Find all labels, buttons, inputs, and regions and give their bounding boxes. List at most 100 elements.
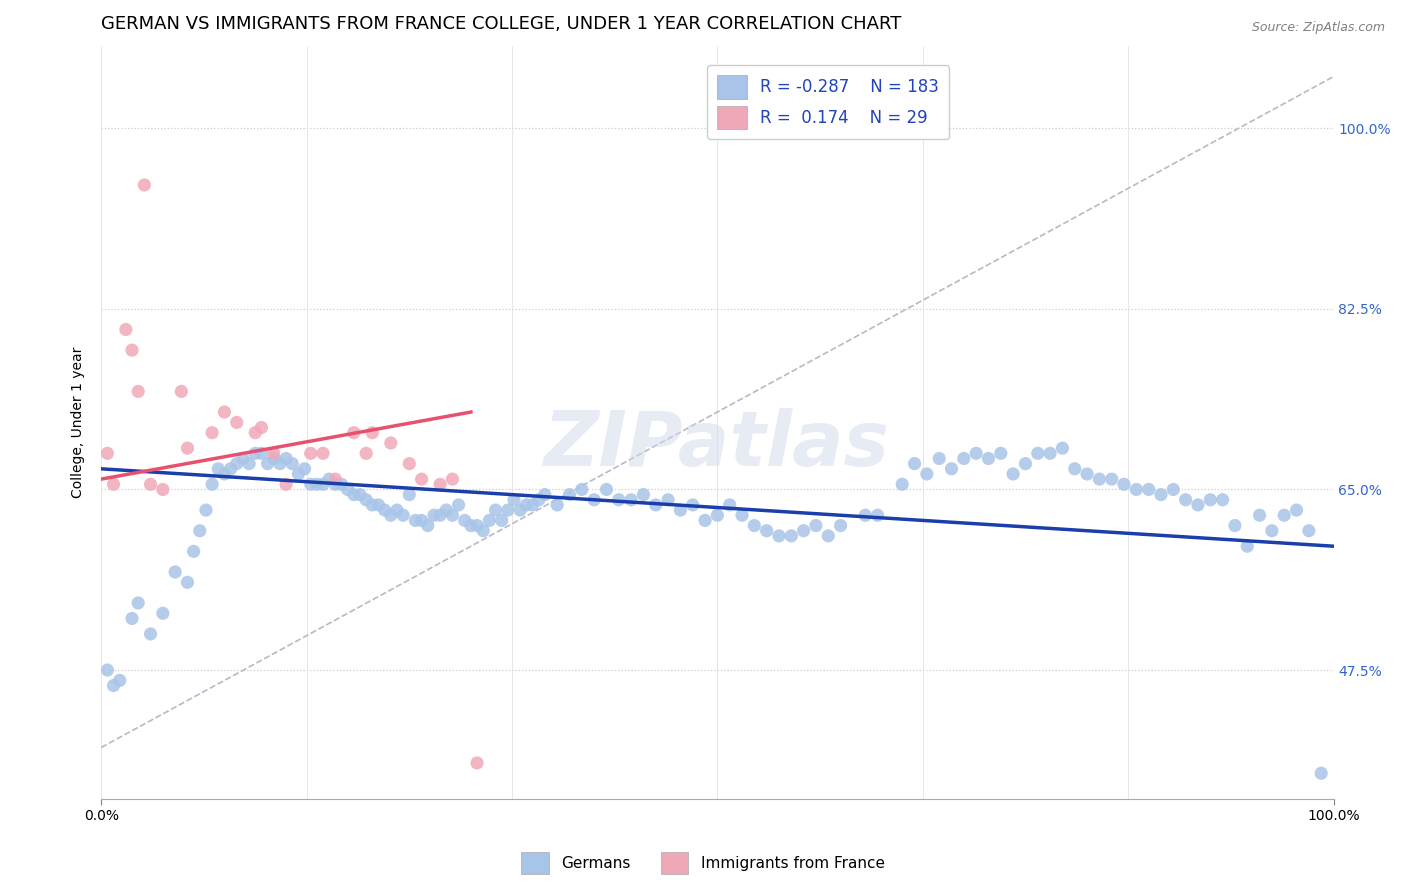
Point [108, 673, 131, 688]
Legend: Germans, Immigrants from France: Germans, Immigrants from France [515, 846, 891, 880]
Point [367, 498, 389, 512]
Point [558, 487, 581, 501]
Point [1076, 467, 1098, 481]
Point [1236, 539, 1258, 553]
Point [274, 477, 297, 491]
Point [183, 544, 205, 558]
Point [398, 487, 420, 501]
Point [793, 524, 815, 538]
Text: ZIPatlas: ZIPatlas [544, 408, 890, 482]
Point [669, 503, 692, 517]
Point [294, 462, 316, 476]
Point [693, 513, 716, 527]
Point [318, 472, 340, 486]
Point [423, 508, 446, 523]
Point [744, 518, 766, 533]
Point [176, 575, 198, 590]
Point [96, 663, 118, 677]
Point [380, 508, 402, 523]
Legend: R = -0.287    N = 183, R =  0.174    N = 29: R = -0.287 N = 183, R = 0.174 N = 29 [707, 65, 949, 139]
Point [103, 679, 125, 693]
Point [527, 492, 550, 507]
Point [915, 467, 938, 481]
Point [325, 477, 347, 491]
Point [644, 498, 666, 512]
Point [1052, 441, 1074, 455]
Point [817, 529, 839, 543]
Point [429, 477, 451, 491]
Point [361, 498, 384, 512]
Point [953, 451, 976, 466]
Point [1310, 766, 1333, 780]
Text: Source: ZipAtlas.com: Source: ZipAtlas.com [1251, 21, 1385, 35]
Point [731, 508, 754, 523]
Point [965, 446, 987, 460]
Point [152, 483, 174, 497]
Point [354, 492, 377, 507]
Point [214, 467, 236, 481]
Point [460, 518, 482, 533]
Point [127, 384, 149, 399]
Point [853, 508, 876, 523]
Point [1101, 472, 1123, 486]
Point [1088, 472, 1111, 486]
Point [269, 457, 291, 471]
Point [607, 492, 630, 507]
Point [478, 513, 501, 527]
Point [1187, 498, 1209, 512]
Y-axis label: College, Under 1 year: College, Under 1 year [72, 347, 86, 498]
Point [595, 483, 617, 497]
Point [134, 178, 156, 192]
Point [274, 451, 297, 466]
Point [263, 446, 285, 460]
Point [1298, 524, 1320, 538]
Point [287, 467, 309, 481]
Point [1174, 492, 1197, 507]
Text: GERMAN VS IMMIGRANTS FROM FRANCE COLLEGE, UNDER 1 YEAR CORRELATION CHART: GERMAN VS IMMIGRANTS FROM FRANCE COLLEGE… [101, 15, 901, 33]
Point [454, 513, 477, 527]
Point [1150, 487, 1173, 501]
Point [411, 513, 433, 527]
Point [1137, 483, 1160, 497]
Point [1014, 457, 1036, 471]
Point [121, 611, 143, 625]
Point [1026, 446, 1049, 460]
Point [1039, 446, 1062, 460]
Point [1199, 492, 1222, 507]
Point [121, 343, 143, 358]
Point [281, 457, 304, 471]
Point [165, 565, 187, 579]
Point [941, 462, 963, 476]
Point [491, 513, 513, 527]
Point [496, 503, 519, 517]
Point [465, 756, 488, 770]
Point [903, 457, 925, 471]
Point [866, 508, 889, 523]
Point [225, 457, 247, 471]
Point [330, 477, 353, 491]
Point [1063, 462, 1085, 476]
Point [299, 477, 322, 491]
Point [441, 472, 464, 486]
Point [447, 498, 470, 512]
Point [238, 457, 260, 471]
Point [398, 457, 420, 471]
Point [354, 446, 377, 460]
Point [583, 492, 606, 507]
Point [928, 451, 950, 466]
Point [256, 457, 278, 471]
Point [429, 508, 451, 523]
Point [411, 472, 433, 486]
Point [299, 446, 322, 460]
Point [434, 503, 457, 517]
Point [219, 462, 242, 476]
Point [472, 524, 495, 538]
Point [343, 425, 366, 440]
Point [343, 487, 366, 501]
Point [706, 508, 728, 523]
Point [416, 518, 439, 533]
Point [245, 446, 267, 460]
Point [380, 436, 402, 450]
Point [207, 462, 229, 476]
Point [534, 487, 557, 501]
